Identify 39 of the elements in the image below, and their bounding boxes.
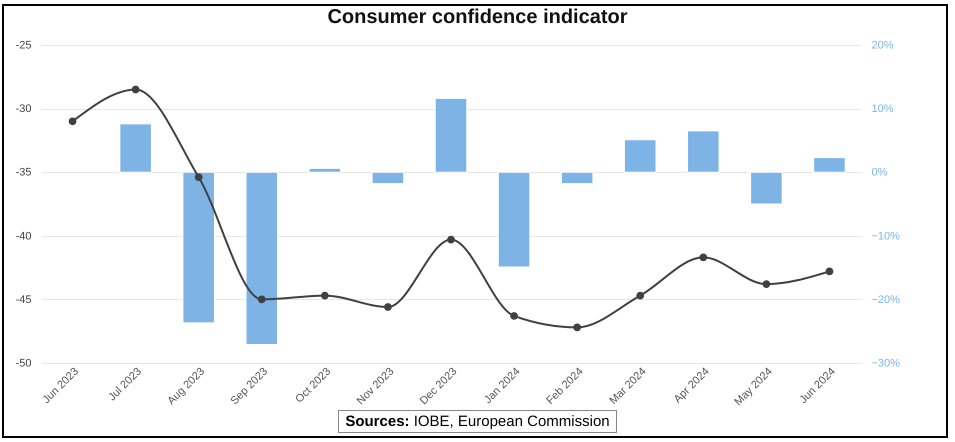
bar	[813, 157, 846, 173]
bar	[182, 172, 215, 324]
bar	[498, 172, 530, 268]
point	[447, 236, 455, 244]
point	[320, 292, 329, 300]
chart-title: Consumer confidence indicator	[326, 6, 629, 29]
point	[826, 268, 834, 276]
point	[384, 303, 392, 311]
y2-tick-label: −20%	[872, 294, 900, 306]
point	[194, 173, 203, 182]
y2-tick-label: 0%	[872, 166, 888, 179]
bar	[750, 172, 783, 204]
source-note: Sources: IOBE, European Commission	[338, 410, 617, 433]
y2-tick-label: 10%	[872, 103, 894, 116]
y2-tick-label: −30%	[872, 358, 900, 370]
y2-tick-label: 20%	[872, 40, 894, 52]
bar	[246, 172, 278, 346]
y-tick-label: -40	[16, 230, 32, 242]
bar	[308, 168, 342, 173]
y2-tick-label: −10%	[872, 230, 900, 242]
bar	[624, 139, 656, 173]
y-tick-label: -30	[16, 103, 32, 116]
bar	[372, 172, 404, 184]
y-tick-label: -25	[16, 40, 32, 52]
point	[258, 296, 266, 304]
point	[68, 117, 76, 126]
point	[762, 280, 770, 288]
y-tick-label: -50	[16, 358, 32, 370]
bar	[119, 123, 152, 173]
bar	[687, 130, 720, 173]
point	[636, 292, 644, 300]
y-tick-label: -45	[16, 294, 32, 306]
bar	[560, 172, 594, 184]
point	[699, 254, 708, 262]
y-tick-label: -35	[16, 166, 32, 179]
point	[132, 86, 140, 94]
bar	[434, 98, 468, 173]
point	[573, 324, 582, 332]
point	[510, 312, 518, 320]
